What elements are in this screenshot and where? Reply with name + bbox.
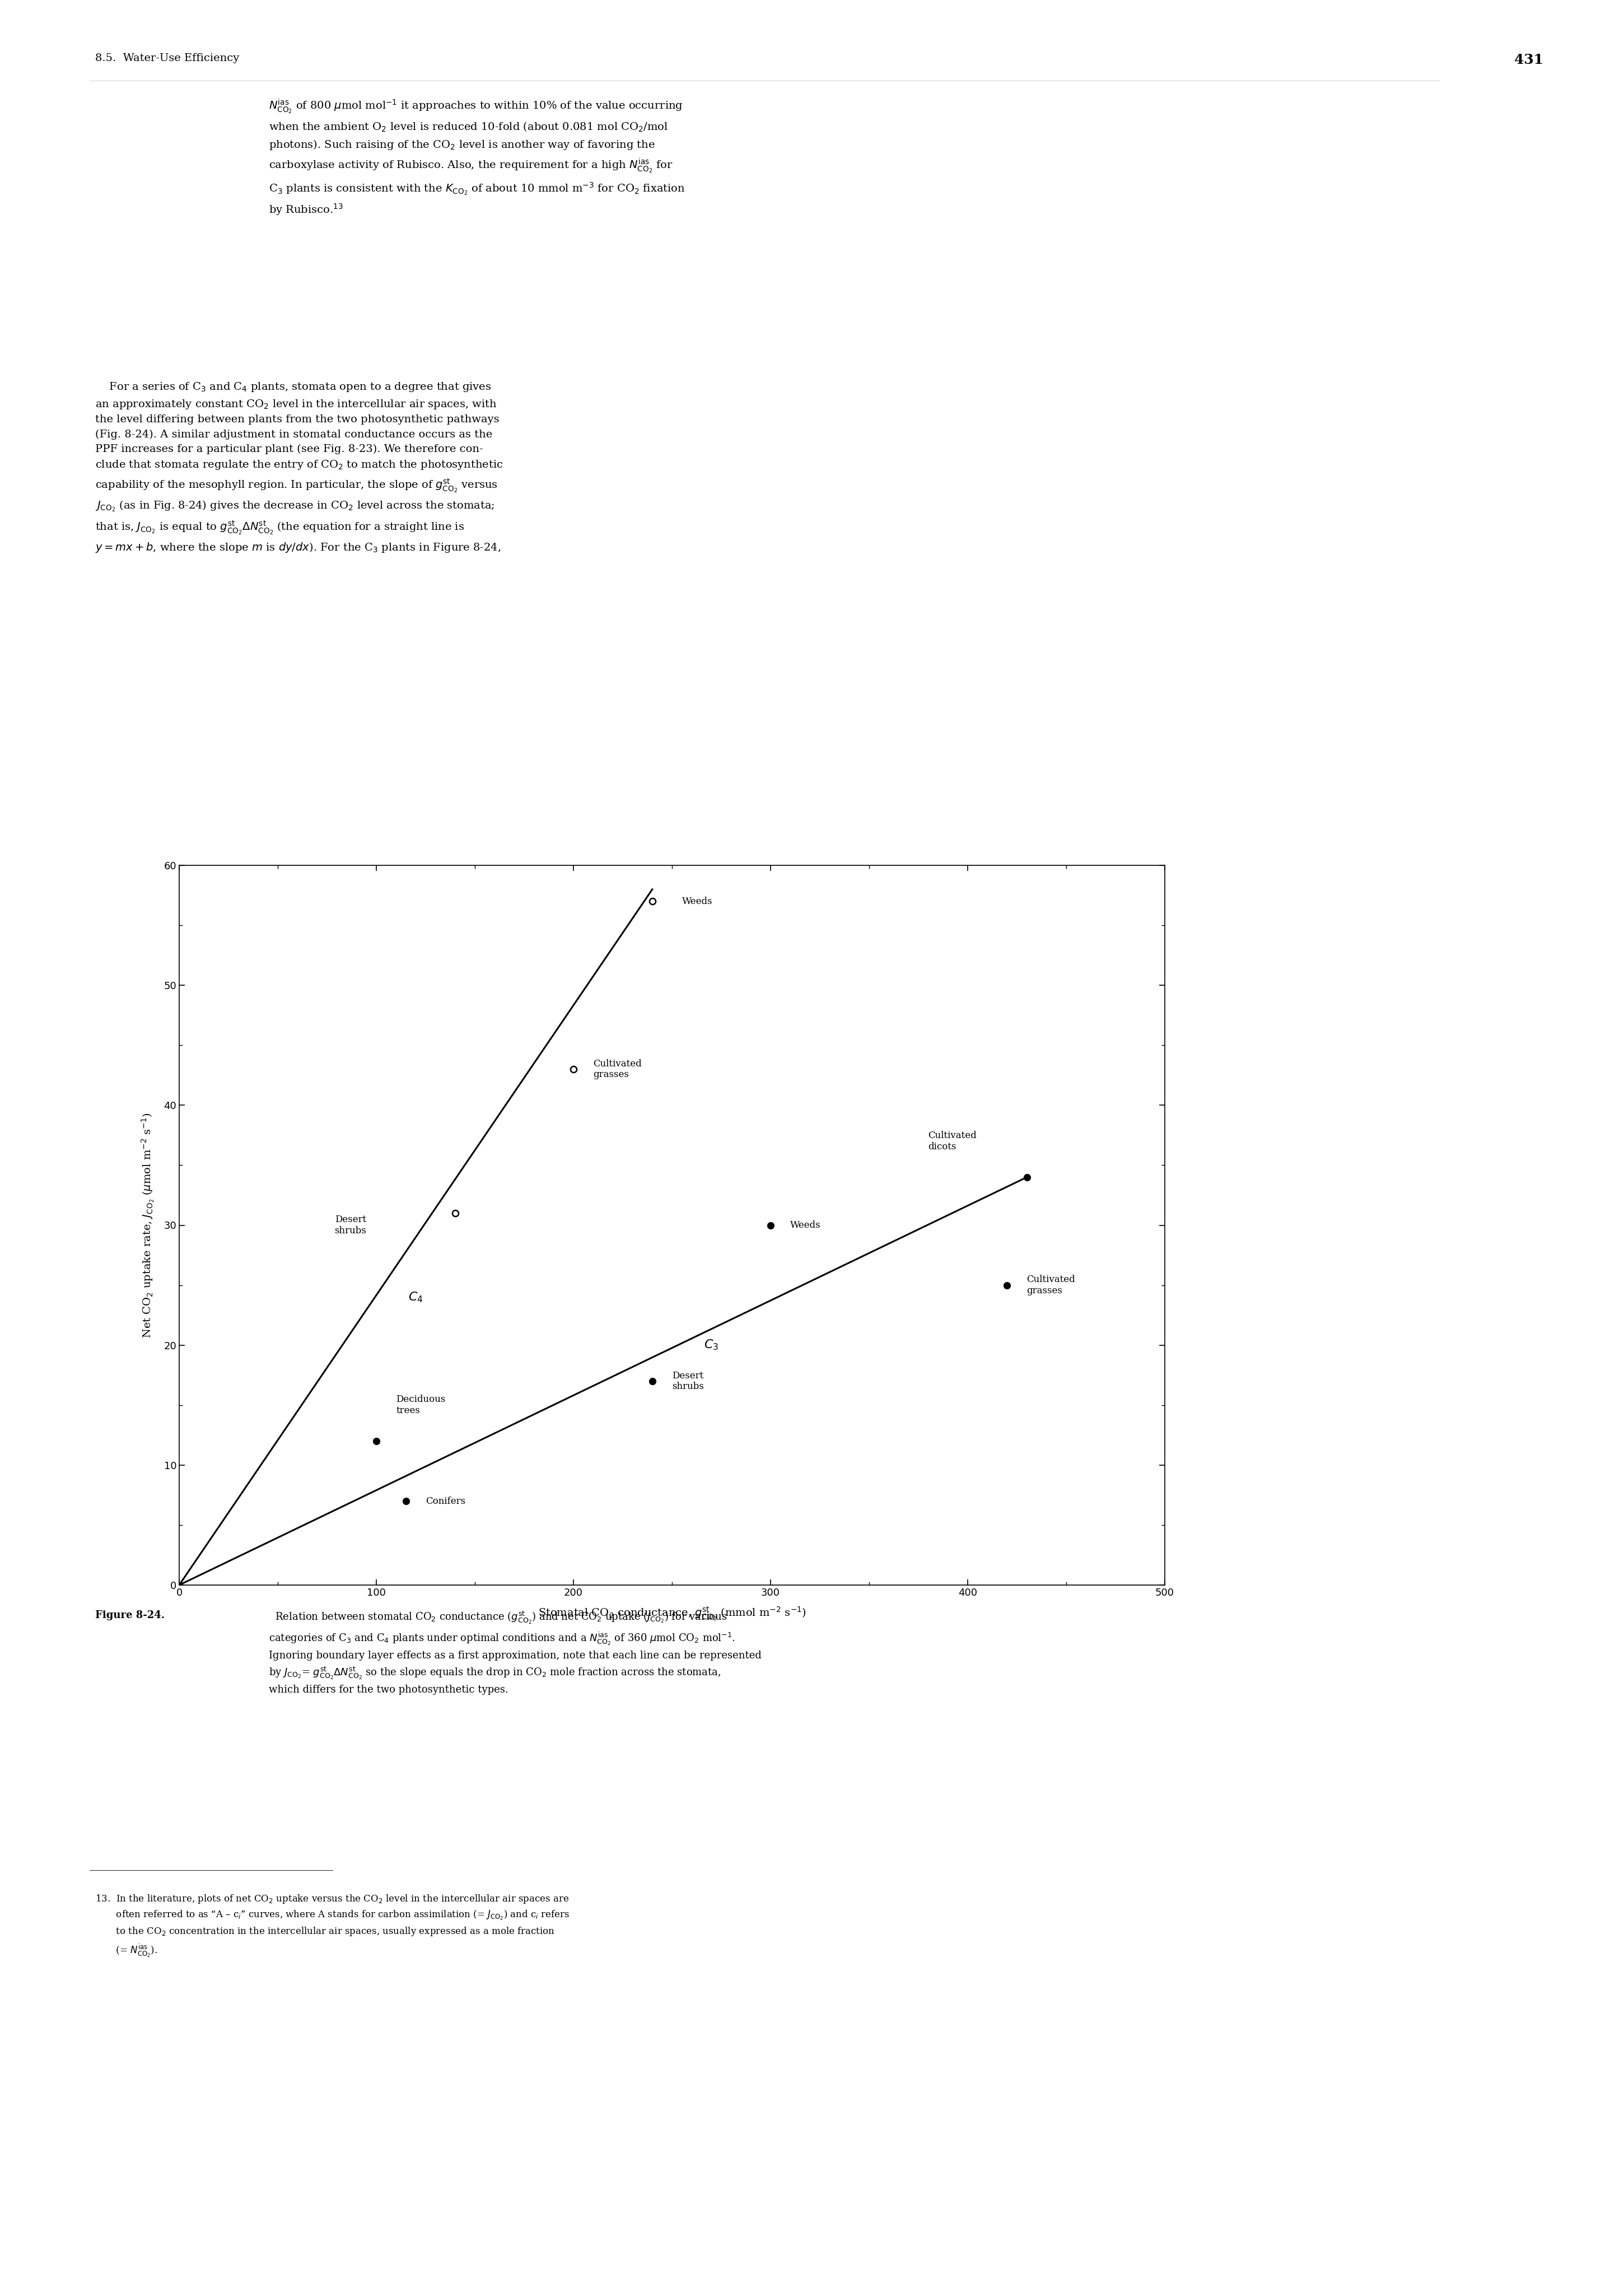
Text: $C_3$: $C_3$ (705, 1339, 719, 1353)
Text: Desert
shrubs: Desert shrubs (335, 1215, 367, 1236)
Text: Weeds: Weeds (682, 897, 713, 906)
Text: $N^{\rm ias}_{\rm CO_2}$ of 800 $\mu$mol mol$^{-1}$ it approaches to within 10% : $N^{\rm ias}_{\rm CO_2}$ of 800 $\mu$mol… (270, 99, 685, 218)
Text: Deciduous
trees: Deciduous trees (396, 1394, 445, 1415)
Text: Relation between stomatal CO$_2$ conductance ($g^{\rm st}_{\rm CO_2}$) and net C: Relation between stomatal CO$_2$ conduct… (270, 1610, 762, 1695)
Text: Cultivated
dicots: Cultivated dicots (929, 1130, 976, 1151)
Text: Conifers: Conifers (425, 1497, 466, 1507)
Text: For a series of C$_3$ and C$_4$ plants, stomata open to a degree that gives
an a: For a series of C$_3$ and C$_4$ plants, … (96, 381, 503, 555)
Text: Weeds: Weeds (791, 1220, 820, 1229)
Y-axis label: Net CO$_2$ uptake rate, $J_{\rm CO_2}$ ($\mu$mol m$^{-2}$ s$^{-1}$): Net CO$_2$ uptake rate, $J_{\rm CO_2}$ (… (141, 1112, 156, 1337)
Text: 13.  In the literature, plots of net CO$_2$ uptake versus the CO$_2$ level in th: 13. In the literature, plots of net CO$_… (96, 1894, 570, 1958)
Text: 8.5.  Water-Use Efficiency: 8.5. Water-Use Efficiency (96, 53, 239, 64)
Text: Desert
shrubs: Desert shrubs (672, 1371, 703, 1392)
Text: Cultivated
grasses: Cultivated grasses (593, 1059, 641, 1080)
Text: 431: 431 (1514, 53, 1543, 66)
X-axis label: Stomatal CO$_2$ conductance, $g^{\rm st}_{\rm CO_2}$ (mmol m$^{-2}$ s$^{-1}$): Stomatal CO$_2$ conductance, $g^{\rm st}… (538, 1605, 806, 1621)
Text: Cultivated
grasses: Cultivated grasses (1026, 1275, 1075, 1296)
Text: $C_4$: $C_4$ (408, 1291, 424, 1305)
Text: Figure 8-24.: Figure 8-24. (96, 1610, 164, 1621)
